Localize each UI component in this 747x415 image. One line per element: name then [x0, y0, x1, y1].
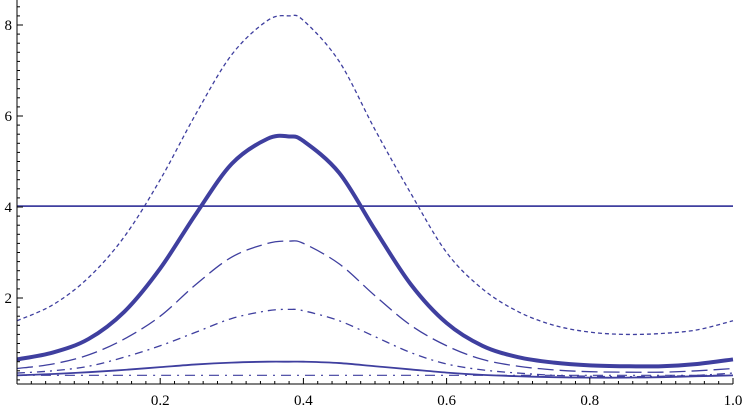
series-line-4 [16, 308, 734, 378]
x-tick-label: 0.2 [151, 393, 170, 409]
x-tick-label: 1.0 [724, 393, 743, 409]
axis-layer: 0.2 0.4 0.6 0.8 1.0 2 4 6 8 [5, 0, 743, 409]
x-tick-label: 0.8 [580, 393, 599, 409]
series-line-1 [16, 14, 734, 336]
series-line-2 [16, 133, 734, 369]
series-layer [16, 14, 734, 379]
series-line-5 [16, 360, 734, 379]
series-line-3 [16, 240, 734, 373]
y-tick-label: 2 [5, 291, 13, 307]
x-tick-label: 0.6 [437, 393, 456, 409]
y-tick-label: 6 [5, 109, 13, 125]
y-tick-label: 8 [5, 18, 13, 34]
x-tick-label: 0.4 [294, 393, 313, 409]
y-tick-label: 4 [5, 200, 13, 216]
